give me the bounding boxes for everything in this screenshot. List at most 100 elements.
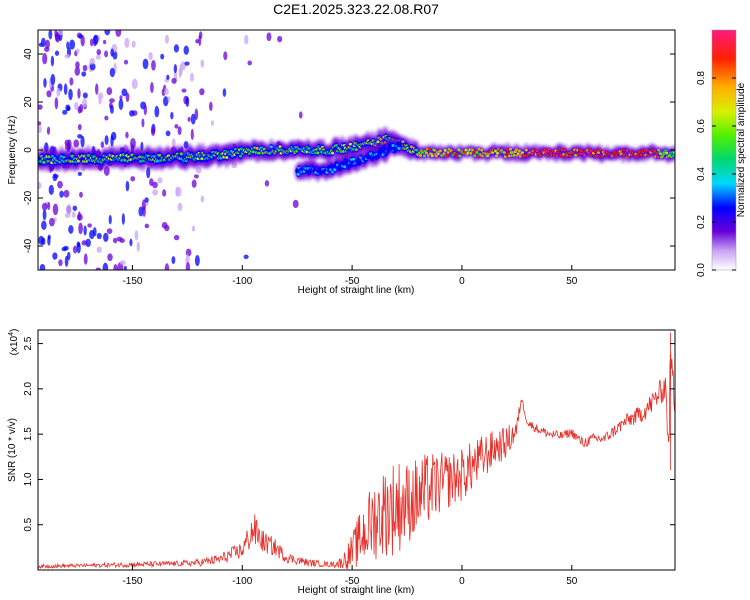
noise-cell [48,30,53,40]
noise-cell [124,37,130,48]
trace-peak-cell [569,154,573,158]
noise-cell [247,60,252,66]
noise-cell [73,139,80,148]
trace-peak-cell [42,160,46,164]
trace-peak-cell [397,147,401,151]
y-tick-label: -20 [23,190,34,205]
noise-cell [183,45,189,55]
trace-peak-cell [655,151,659,155]
noise-cell [52,252,58,260]
trace-peak-cell [354,148,358,152]
noise-cell [54,50,60,56]
noise-cell [89,38,94,47]
noise-cell [185,248,192,257]
noise-cell [173,63,178,74]
noise-cell [66,41,70,50]
noise-cell [57,30,64,36]
noise-cell [52,173,58,182]
trace-core-secondary-echo [295,141,402,178]
noise-cell [119,260,126,266]
noise-cell [80,135,85,148]
snr-y-multiplier: (x104) [8,329,20,356]
trace-peak-cell [269,145,273,149]
noise-cell [115,30,122,37]
noise-cell [46,90,52,98]
trace-peak-cell [398,142,402,146]
snr-multiplier-close: ) [9,329,20,332]
noise-cell [142,58,149,70]
noise-cell [82,64,88,72]
noise-cell [95,54,101,60]
trace-peak-cell [477,147,481,151]
trace-peak-cell [432,148,436,152]
trace-peak-cell [391,143,395,147]
noise-cell [110,135,114,147]
noise-cell [54,97,59,110]
trace-peak-cell [671,154,675,158]
noise-cell [144,223,150,229]
trace-peak-cell [330,151,335,155]
noise-cell [87,223,92,228]
noise-cell [80,34,85,47]
trace-peak-cell [535,149,539,153]
trace-peak-cell [653,149,657,153]
noise-cell [181,88,187,93]
trace-peak-cell [530,152,534,156]
noise-cell [104,30,111,36]
colorbar-label: Normalized spectral amplitude [736,82,747,217]
noise-cell [264,180,270,187]
noise-cell [125,180,130,192]
trace-peak-cell [376,140,380,144]
trace-peak-cell [357,161,362,165]
noise-cell [195,167,202,174]
colorbar-tick-label: 0.8 [696,71,707,85]
noise-cell [123,59,129,65]
noise-cell [174,124,179,129]
snr-y-label: SNR (10 * v/v) [7,418,18,482]
noise-cell [75,48,80,54]
noise-cell [222,88,227,97]
noise-cell [118,98,124,110]
trace-peak-cell [480,148,484,152]
snr-multiplier-base: (x10 [9,335,20,355]
trace-peak-cell [296,172,300,176]
noise-cell [104,135,109,145]
noise-cell [171,138,176,148]
noise-cell [77,88,81,99]
noise-cell [170,111,174,120]
trace-peak-cell [156,159,160,163]
noise-cell [244,34,249,45]
noise-cell [38,235,44,245]
noise-cell [103,39,107,45]
noise-cell [185,254,190,266]
noise-cell [63,189,70,198]
noise-cell [41,220,47,230]
trace-peak-cell [458,154,462,158]
noise-cell [136,241,140,252]
trace-peak-cell [672,151,675,155]
noise-cell [121,88,128,97]
noise-cell [48,217,55,227]
y-tick-label: 2.0 [23,381,34,395]
noise-cell [95,267,101,270]
trace-peak-cell [620,148,624,152]
noise-cell [209,101,213,111]
noise-cell [39,263,46,270]
noise-cell [63,245,69,251]
noise-cell [46,126,51,135]
y-tick-label: -40 [23,238,34,253]
noise-cell [116,236,123,242]
trace-peak-cell [560,148,564,152]
noise-cell [119,95,123,101]
noise-cell [200,59,205,68]
noise-cell [164,263,170,270]
noise-cell [81,71,87,77]
trace-peak-cell [571,151,575,155]
x-tick-label: 0 [459,276,465,287]
noise-cell [106,228,113,234]
trace-core-main-echo [38,133,675,167]
trace-peak-cell [517,149,521,153]
noise-cell [173,44,180,53]
x-tick-label: -100 [232,576,252,587]
noise-cell [112,237,118,244]
